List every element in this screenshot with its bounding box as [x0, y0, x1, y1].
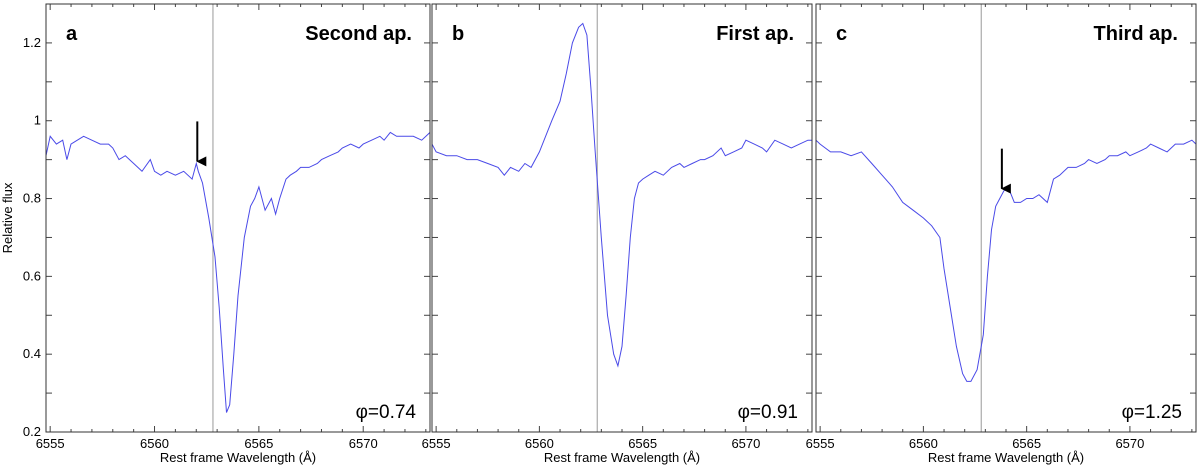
panel-title: Second ap. — [305, 23, 412, 45]
plot-frame — [815, 3, 1197, 433]
x-tick-label: 6565 — [1012, 436, 1041, 451]
x-tick-label: 6560 — [909, 436, 938, 451]
panel-a: 0.2 0.4 0.6 0.8 1 1.2 6555 6560 6565 6570 a Second … — [0, 3, 431, 465]
x-tick-label: 6555 — [36, 436, 65, 451]
x-tick-label: 6565 — [628, 436, 657, 451]
panel-letter: b — [452, 23, 464, 45]
panel-letter: c — [836, 23, 847, 45]
phase-label: φ=0.74 — [356, 402, 417, 423]
y-tick-label: 1.2 — [23, 35, 41, 50]
x-tick-label: 6570 — [731, 436, 760, 451]
x-axis-label: Rest frame Wavelength (Å) — [928, 450, 1084, 465]
plot-frame — [45, 3, 431, 433]
panel-b: 6555 6560 6565 6570 b First ap. φ=0.91 Rest fra… — [422, 3, 813, 465]
y-tick-label: 0.4 — [23, 346, 41, 361]
phase-label: φ=0.91 — [738, 402, 798, 423]
x-tick-label: 6555 — [422, 436, 451, 451]
panel-title: Third ap. — [1094, 23, 1178, 45]
x-axis-label: Rest frame Wavelength (Å) — [160, 450, 316, 465]
x-tick-label: 6555 — [806, 436, 835, 451]
y-tick-label: 0.8 — [23, 191, 41, 206]
series-line — [816, 139, 1196, 382]
series-line — [46, 131, 430, 413]
x-tick-label: 6560 — [525, 436, 554, 451]
y-tick-label: 0.2 — [23, 424, 41, 439]
series-line — [432, 22, 812, 368]
phase-label: φ=1.25 — [1122, 402, 1182, 423]
y-tick-label: 1 — [34, 113, 41, 128]
x-tick-label: 6565 — [244, 436, 273, 451]
panel-title: First ap. — [716, 23, 794, 45]
panel-letter: a — [66, 23, 78, 45]
x-tick-label: 6570 — [349, 436, 378, 451]
y-axis-label: Relative flux — [0, 182, 15, 253]
panel-c: 6555 6560 6565 6570 c Third ap. φ=1.25 Rest fra… — [806, 3, 1197, 465]
x-tick-label: 6560 — [140, 436, 169, 451]
y-tick-label: 0.6 — [23, 268, 41, 283]
x-axis-label: Rest frame Wavelength (Å) — [544, 450, 700, 465]
x-tick-label: 6570 — [1115, 436, 1144, 451]
plot-frame — [431, 3, 813, 433]
